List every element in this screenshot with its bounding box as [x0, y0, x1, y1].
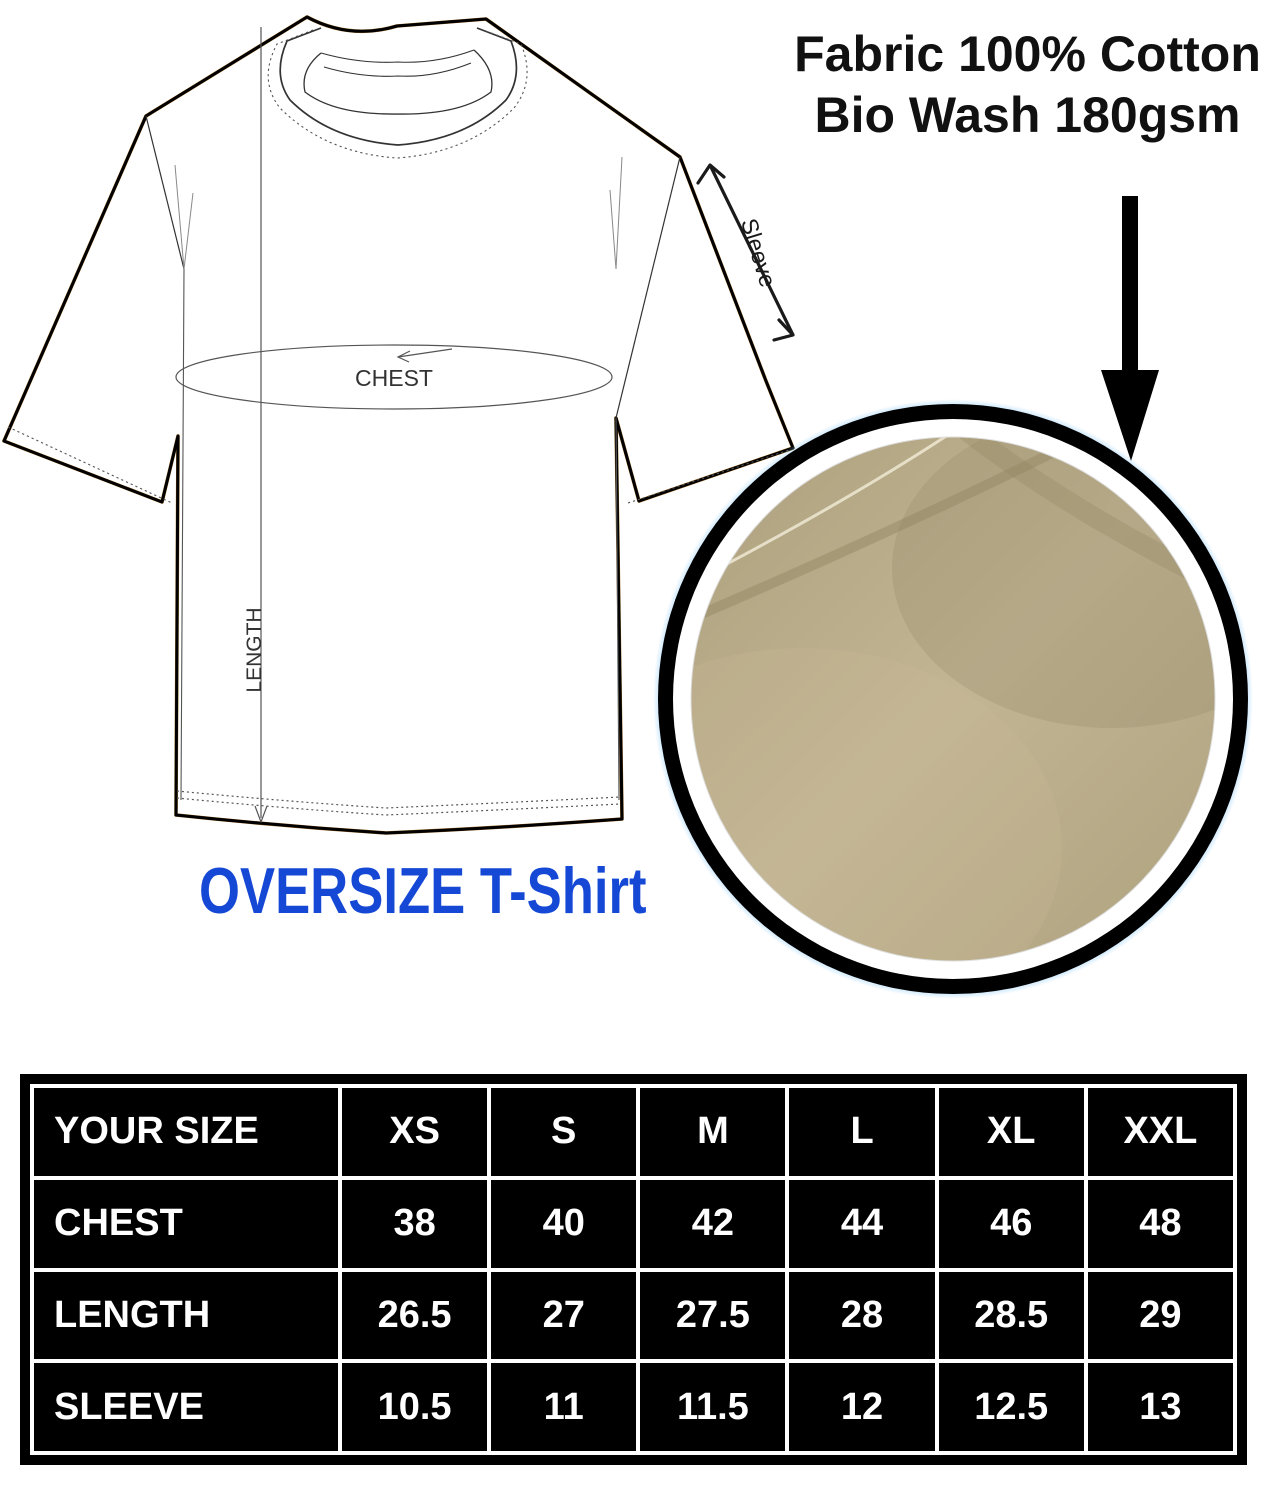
svg-text:CHEST: CHEST	[355, 365, 433, 391]
svg-text:Sleeve: Sleeve	[736, 215, 781, 290]
svg-text:LENGTH: LENGTH	[243, 607, 266, 692]
